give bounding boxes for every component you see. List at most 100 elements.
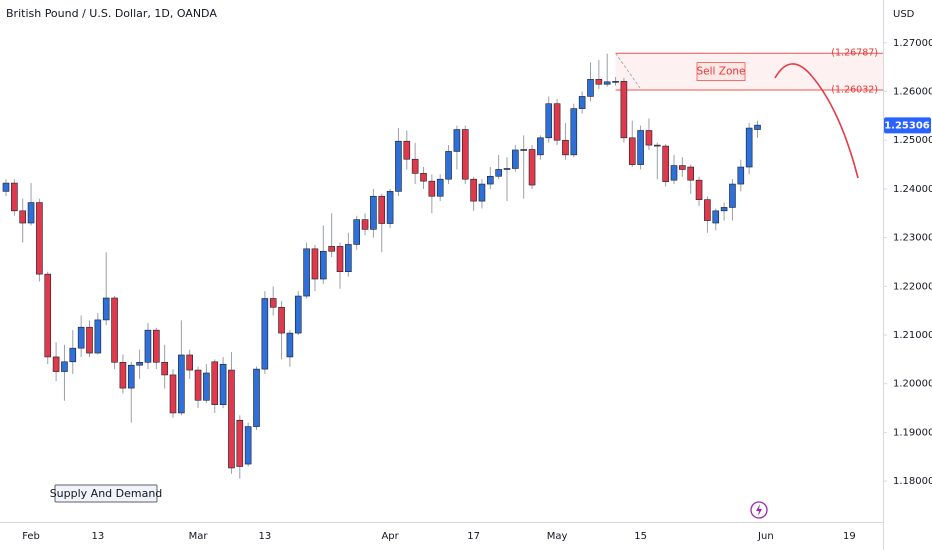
y-tick-label: 1.27000 <box>893 38 932 49</box>
event-icon[interactable] <box>750 501 768 519</box>
zone-label: Sell Zone <box>696 66 745 78</box>
candle-body <box>336 246 344 273</box>
candle-body <box>161 361 168 376</box>
candle-body <box>620 81 628 139</box>
candle-body <box>186 354 193 371</box>
price-unit: USD <box>893 9 915 20</box>
last-price-box <box>884 117 931 134</box>
y-tick-label: 1.21000 <box>893 330 932 341</box>
zone-connector <box>615 52 641 89</box>
candle-body <box>228 369 235 469</box>
candle-body <box>704 199 711 221</box>
candle-body <box>528 149 536 186</box>
candle-body <box>587 79 594 97</box>
candle-body <box>578 96 586 109</box>
candle-body <box>102 297 110 321</box>
candle-body <box>361 219 369 230</box>
candle-body <box>754 124 761 130</box>
candle-body <box>294 295 302 334</box>
candle-body <box>236 419 244 467</box>
candle-body <box>194 369 202 401</box>
candle-body <box>403 140 411 160</box>
last-price-label: 1.25306 <box>884 120 930 131</box>
candle-body <box>94 319 102 354</box>
candle-body <box>745 127 753 168</box>
candle-body <box>595 79 603 85</box>
candle-body <box>119 361 127 389</box>
candle-body <box>520 149 528 151</box>
candle-body <box>253 368 260 427</box>
candle-body <box>645 130 653 146</box>
candle-body <box>261 298 269 370</box>
candle-body <box>370 195 377 230</box>
candle-body <box>27 202 35 224</box>
candle-body <box>695 179 703 200</box>
candle-body <box>553 103 561 141</box>
zone-label-box <box>696 62 746 82</box>
candle-body <box>453 129 461 152</box>
candle-body <box>69 347 77 363</box>
candle-body <box>729 183 736 208</box>
candle-body <box>111 297 118 363</box>
candle-body <box>395 140 402 192</box>
x-tick-label: Mar <box>189 531 209 542</box>
candle-body <box>637 130 644 165</box>
candle-body <box>11 182 18 212</box>
candle-body <box>670 165 678 181</box>
x-tick-label: Feb <box>22 531 40 542</box>
x-tick-label: 13 <box>258 531 271 542</box>
candle-body <box>420 173 427 182</box>
candle-body <box>144 329 152 363</box>
candle-body <box>653 144 661 147</box>
candle-body <box>687 166 695 181</box>
chart-title: British Pound / U.S. Dollar, 1D, OANDA <box>6 7 217 20</box>
candle-body <box>61 361 68 372</box>
candle-body <box>562 139 569 156</box>
candle-body <box>537 137 544 156</box>
candle-body <box>545 103 553 139</box>
candle-body <box>603 81 611 85</box>
candle-body <box>244 426 252 465</box>
candle-body <box>612 81 619 83</box>
sell-zone <box>615 53 883 90</box>
candle-body <box>411 158 419 174</box>
candle-body <box>503 168 511 170</box>
candle-body <box>436 178 444 197</box>
candle-body <box>662 145 669 182</box>
candle-body <box>278 306 285 334</box>
candle-body <box>712 210 720 224</box>
candle-body <box>679 165 686 170</box>
candle-body <box>328 246 335 252</box>
candle-body <box>86 326 93 354</box>
candle-body <box>486 175 494 185</box>
candle-body <box>353 219 361 245</box>
candle-body <box>720 207 728 212</box>
candle-body <box>286 332 294 358</box>
candle-body <box>219 363 227 405</box>
x-tick-label: 17 <box>467 531 480 542</box>
projection-curve <box>774 63 859 179</box>
candle-body <box>77 326 85 349</box>
candle-body <box>470 178 477 202</box>
candle-body <box>628 137 636 165</box>
candle-body <box>345 244 352 273</box>
zone-top-label: (1.26787) <box>831 48 878 59</box>
y-tick-label: 1.25000 <box>893 135 932 146</box>
candle-body <box>2 182 10 192</box>
candle-body <box>386 191 394 224</box>
candle-body <box>461 129 469 180</box>
candle-body <box>478 183 486 202</box>
plot: 1.18000 1.19000 1.20000 1.21000 1.22000 1.230… <box>2 38 932 542</box>
event-icon-bolt <box>756 504 762 516</box>
candle-body <box>428 180 436 197</box>
x-tick-label: 13 <box>91 531 104 542</box>
candle-body <box>378 195 386 224</box>
candle-body <box>211 361 219 405</box>
watermark-box <box>54 484 158 503</box>
candle-body <box>36 202 43 275</box>
y-tick-label: 1.26000 <box>893 87 932 98</box>
candle-body <box>495 169 502 177</box>
candle-body <box>44 273 52 358</box>
